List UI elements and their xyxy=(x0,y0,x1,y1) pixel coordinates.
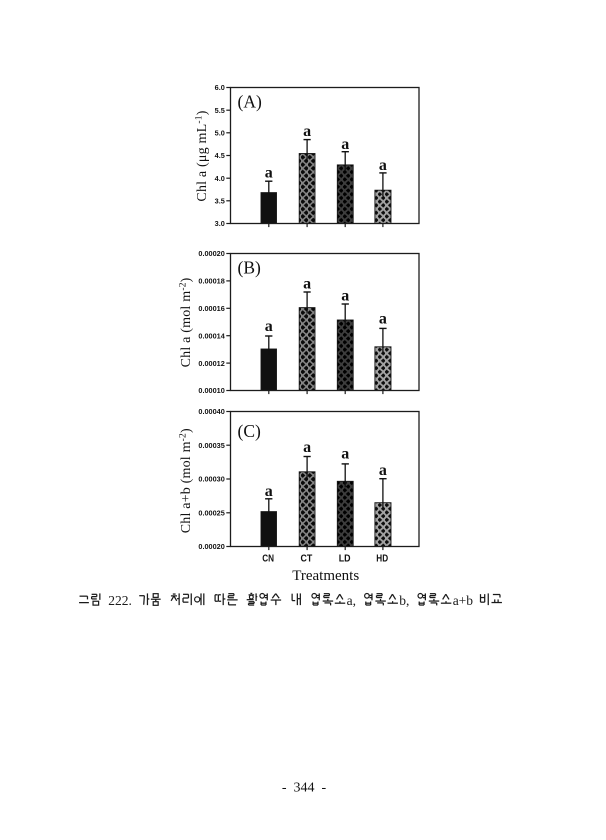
svg-text:(B): (B) xyxy=(238,258,262,278)
svg-text:a+b: a+b xyxy=(453,593,474,608)
svg-text:Chl a (μg mL-1): Chl a (μg mL-1) xyxy=(195,110,210,201)
svg-text:(C): (C) xyxy=(238,421,262,441)
svg-text:a: a xyxy=(341,288,349,305)
svg-text:HD: HD xyxy=(376,553,388,564)
svg-text:5.5: 5.5 xyxy=(215,106,225,115)
svg-text:0.00030: 0.00030 xyxy=(198,475,224,484)
svg-text:4.0: 4.0 xyxy=(215,174,225,183)
svg-text:a: a xyxy=(265,483,273,500)
svg-text:3.0: 3.0 xyxy=(215,219,225,228)
svg-text:Treatments: Treatments xyxy=(292,568,359,584)
svg-text:a: a xyxy=(303,276,311,293)
svg-text:a: a xyxy=(341,446,349,463)
svg-text:LD: LD xyxy=(339,553,351,564)
svg-text:5.0: 5.0 xyxy=(215,129,225,138)
svg-text:0.00014: 0.00014 xyxy=(198,331,225,340)
svg-text:3.5: 3.5 xyxy=(215,197,225,206)
svg-text:a: a xyxy=(265,318,273,335)
svg-text:a: a xyxy=(265,165,273,182)
svg-text:CN: CN xyxy=(262,553,274,564)
svg-text:a: a xyxy=(379,311,387,328)
svg-text:Chl a (mol m-2): Chl a (mol m-2) xyxy=(178,277,193,367)
svg-text:a: a xyxy=(379,157,387,174)
svg-text:CT: CT xyxy=(301,553,313,564)
svg-text:0.00035: 0.00035 xyxy=(198,441,224,450)
svg-text:a: a xyxy=(303,439,311,456)
svg-text:(A): (A) xyxy=(238,92,262,112)
svg-text:4.5: 4.5 xyxy=(215,151,225,160)
svg-text:- 344 -: - 344 - xyxy=(282,781,327,796)
svg-text:0.00020: 0.00020 xyxy=(198,542,224,551)
svg-text:Chl a+b (mol m-2): Chl a+b (mol m-2) xyxy=(179,428,194,533)
svg-text:0.00010: 0.00010 xyxy=(198,386,224,395)
svg-text:0.00018: 0.00018 xyxy=(198,277,224,286)
svg-text:a,: a, xyxy=(347,593,356,608)
svg-text:a: a xyxy=(303,123,311,140)
svg-text:6.0: 6.0 xyxy=(215,83,225,92)
svg-text:b,: b, xyxy=(399,593,409,608)
svg-text:0.00025: 0.00025 xyxy=(198,509,224,518)
svg-text:a: a xyxy=(341,136,349,153)
svg-text:a: a xyxy=(379,462,387,479)
svg-text:0.00016: 0.00016 xyxy=(198,304,224,313)
svg-text:0.00040: 0.00040 xyxy=(198,407,224,416)
svg-text:0.00012: 0.00012 xyxy=(198,359,224,368)
svg-text:0.00020: 0.00020 xyxy=(198,249,224,258)
svg-text:222.: 222. xyxy=(108,593,132,608)
